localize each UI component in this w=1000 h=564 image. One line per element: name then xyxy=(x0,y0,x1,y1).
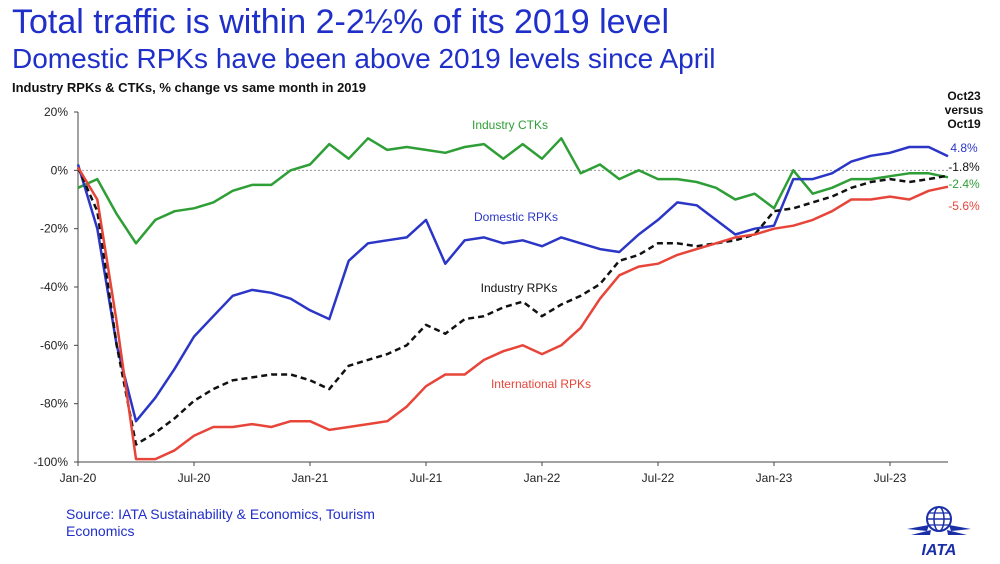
end-header-line: Oct23 xyxy=(947,89,981,103)
y-tick-label: -20% xyxy=(40,222,68,236)
iata-logo: IATA xyxy=(907,506,971,559)
end-header-line: Oct19 xyxy=(947,117,981,131)
source-note: Source: IATA Sustainability & Economics,… xyxy=(66,506,375,539)
end-value-label-international-rpks: -5.6% xyxy=(948,199,980,213)
globe-icon xyxy=(907,506,971,535)
end-value-label-industry-rpks: -1.8% xyxy=(948,160,980,174)
x-tick-label: Jan-23 xyxy=(756,471,793,485)
series-line-domestic-rpks xyxy=(76,145,949,423)
page-subtitle: Domestic RPKs have been above 2019 level… xyxy=(12,43,716,74)
series-label-international-rpks: International RPKs xyxy=(491,377,591,391)
logo-text: IATA xyxy=(922,542,957,559)
series-line-industry-ctks xyxy=(77,137,949,245)
series-label-domestic-rpks: Domestic RPKs xyxy=(474,210,558,224)
end-value-label-domestic-rpks: 4.8% xyxy=(950,141,978,155)
x-tick-label: Jan-21 xyxy=(292,471,329,485)
x-tick-label: Jan-22 xyxy=(524,471,561,485)
series-line-industry-rpks xyxy=(76,166,949,446)
x-tick-label: Jul-21 xyxy=(410,471,443,485)
chart-title: Industry RPKs & CTKs, % change vs same m… xyxy=(12,80,366,95)
y-tick-label: 0% xyxy=(51,163,69,177)
y-tick-label: -40% xyxy=(40,280,68,294)
y-tick-label: -80% xyxy=(40,397,68,411)
line-chart: 20% 0% -20% -40% -60% -80% -100% Jan-20 Jul-20 Ja… xyxy=(33,89,984,485)
x-tick-label: Jul-20 xyxy=(178,471,211,485)
y-tick-label: -60% xyxy=(40,338,68,352)
x-tick-label: Jul-22 xyxy=(642,471,675,485)
series-label-industry-ctks: Industry CTKs xyxy=(472,118,548,132)
end-header-line: versus xyxy=(945,103,984,117)
x-tick-label: Jul-23 xyxy=(874,471,907,485)
end-value-label-industry-ctks: -2.4% xyxy=(948,177,980,191)
x-tick-label: Jan-20 xyxy=(60,471,97,485)
series-label-industry-rpks: Industry RPKs xyxy=(481,281,558,295)
y-tick-label: 20% xyxy=(44,105,68,119)
y-tick-label: -100% xyxy=(33,455,68,469)
page-title: Total traffic is within 2-2½% of its 201… xyxy=(12,3,670,41)
series-line-international-rpks xyxy=(76,166,949,461)
